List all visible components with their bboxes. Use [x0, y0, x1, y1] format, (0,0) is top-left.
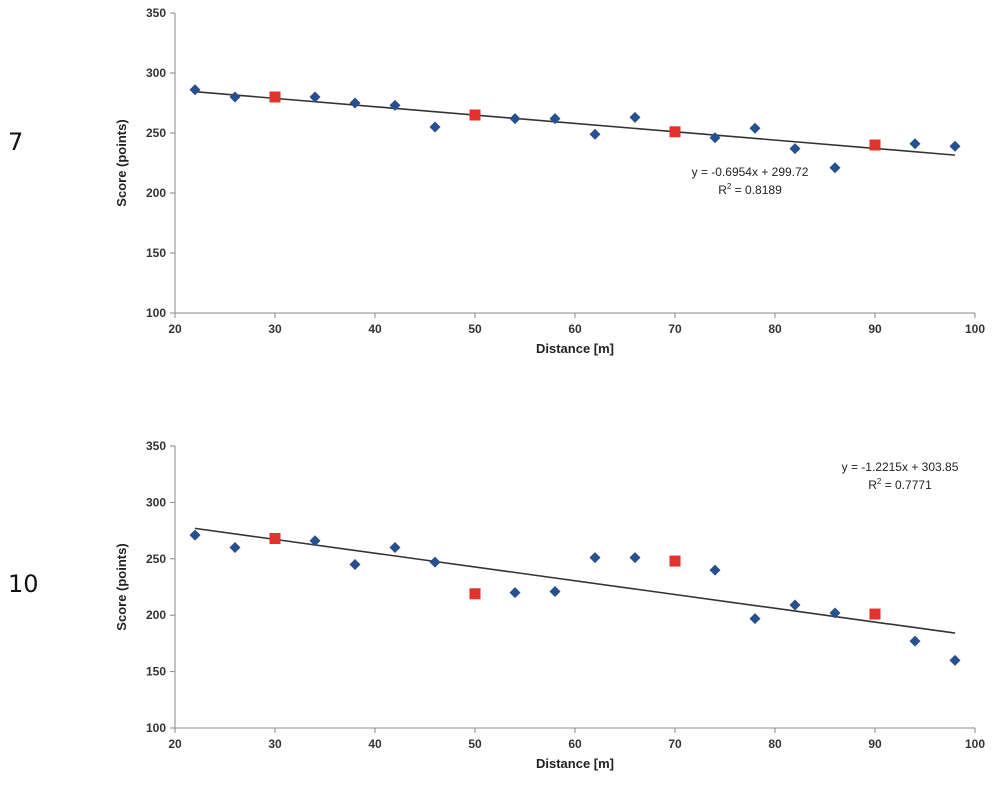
- x-tick-label: 50: [468, 737, 482, 751]
- data-point-square: [669, 126, 681, 138]
- data-point-diamond: [189, 529, 201, 541]
- x-axis-title: Distance [m]: [536, 341, 614, 356]
- y-tick-label: 150: [146, 246, 166, 260]
- data-point-diamond: [709, 564, 721, 576]
- x-tick-label: 20: [168, 737, 182, 751]
- x-tick-label: 60: [568, 322, 582, 336]
- data-point-diamond: [229, 91, 241, 103]
- x-axis-title: Distance [m]: [536, 756, 614, 771]
- y-tick-label: 200: [146, 608, 166, 622]
- data-point-diamond: [749, 122, 761, 134]
- x-tick-label: 40: [368, 322, 382, 336]
- x-tick-label: 100: [965, 737, 985, 751]
- data-point-square: [869, 139, 881, 151]
- data-point-diamond: [949, 654, 961, 666]
- y-tick-label: 100: [146, 721, 166, 735]
- y-tick-label: 100: [146, 306, 166, 320]
- data-point-diamond: [229, 542, 241, 554]
- y-tick-label: 250: [146, 126, 166, 140]
- x-tick-label: 50: [468, 322, 482, 336]
- y-tick-label: 300: [146, 66, 166, 80]
- data-point-diamond: [389, 542, 401, 554]
- data-point-diamond: [709, 132, 721, 144]
- x-tick-label: 40: [368, 737, 382, 751]
- trendline: [194, 527, 956, 634]
- x-tick-label: 100: [965, 322, 985, 336]
- data-point-diamond: [629, 552, 641, 564]
- panel-label-7: 7: [8, 128, 24, 156]
- data-point-diamond: [909, 138, 921, 150]
- x-tick-label: 80: [768, 322, 782, 336]
- data-point-diamond: [189, 84, 201, 96]
- data-point-diamond: [549, 586, 561, 598]
- chart-7: 100 150 200 250 300 350 20 30 40 50 60 70 80 90 100 Dis…: [114, 6, 985, 356]
- panel-label-10: 10: [8, 570, 39, 598]
- y-axis-title: Score (points): [114, 543, 129, 630]
- trendline-equation: y = -1.2215x + 303.85: [842, 460, 959, 474]
- data-point-diamond: [789, 599, 801, 611]
- x-tick-label: 60: [568, 737, 582, 751]
- chart-10: 100 150 200 250 300 350 20 30 40 50 60 70 80 90 100 Dis…: [114, 439, 985, 771]
- data-point-diamond: [429, 121, 441, 133]
- data-point-diamond: [549, 113, 561, 125]
- data-point-square: [269, 532, 281, 544]
- trendline: [194, 90, 956, 156]
- data-point-diamond: [309, 91, 321, 103]
- data-point-diamond: [509, 587, 521, 599]
- data-point-diamond: [749, 613, 761, 625]
- data-point-square: [469, 588, 481, 600]
- data-point-diamond: [349, 558, 361, 570]
- x-tick-label: 80: [768, 737, 782, 751]
- data-point-square: [669, 555, 681, 567]
- data-point-diamond: [589, 552, 601, 564]
- y-tick-label: 250: [146, 552, 166, 566]
- x-tick-label: 20: [168, 322, 182, 336]
- x-tick-label: 70: [668, 322, 682, 336]
- data-point-diamond: [349, 97, 361, 109]
- y-tick-label: 150: [146, 665, 166, 679]
- data-point-diamond: [829, 162, 841, 174]
- data-point-diamond: [429, 556, 441, 568]
- y-tick-label: 350: [146, 439, 166, 453]
- data-point-diamond: [589, 128, 601, 140]
- y-tick-label: 350: [146, 6, 166, 20]
- data-point-square: [269, 91, 281, 103]
- r-squared-label: R2 = 0.8189: [718, 182, 782, 197]
- data-point-diamond: [949, 140, 961, 152]
- data-point-diamond: [309, 535, 321, 547]
- trendline-equation: y = -0.6954x + 299.72: [692, 165, 809, 179]
- data-point-diamond: [629, 111, 641, 123]
- data-point-diamond: [909, 635, 921, 647]
- y-tick-label: 200: [146, 186, 166, 200]
- x-tick-label: 30: [268, 322, 282, 336]
- x-tick-label: 30: [268, 737, 282, 751]
- data-point-diamond: [789, 143, 801, 155]
- y-tick-label: 300: [146, 495, 166, 509]
- x-tick-label: 90: [868, 737, 882, 751]
- data-point-diamond: [389, 99, 401, 111]
- x-tick-label: 70: [668, 737, 682, 751]
- y-axis-title: Score (points): [114, 119, 129, 206]
- data-point-diamond: [509, 113, 521, 125]
- data-point-square: [869, 608, 881, 620]
- data-point-square: [469, 109, 481, 121]
- r-squared-label: R2 = 0.7771: [868, 477, 932, 492]
- data-point-diamond: [829, 607, 841, 619]
- x-tick-label: 90: [868, 322, 882, 336]
